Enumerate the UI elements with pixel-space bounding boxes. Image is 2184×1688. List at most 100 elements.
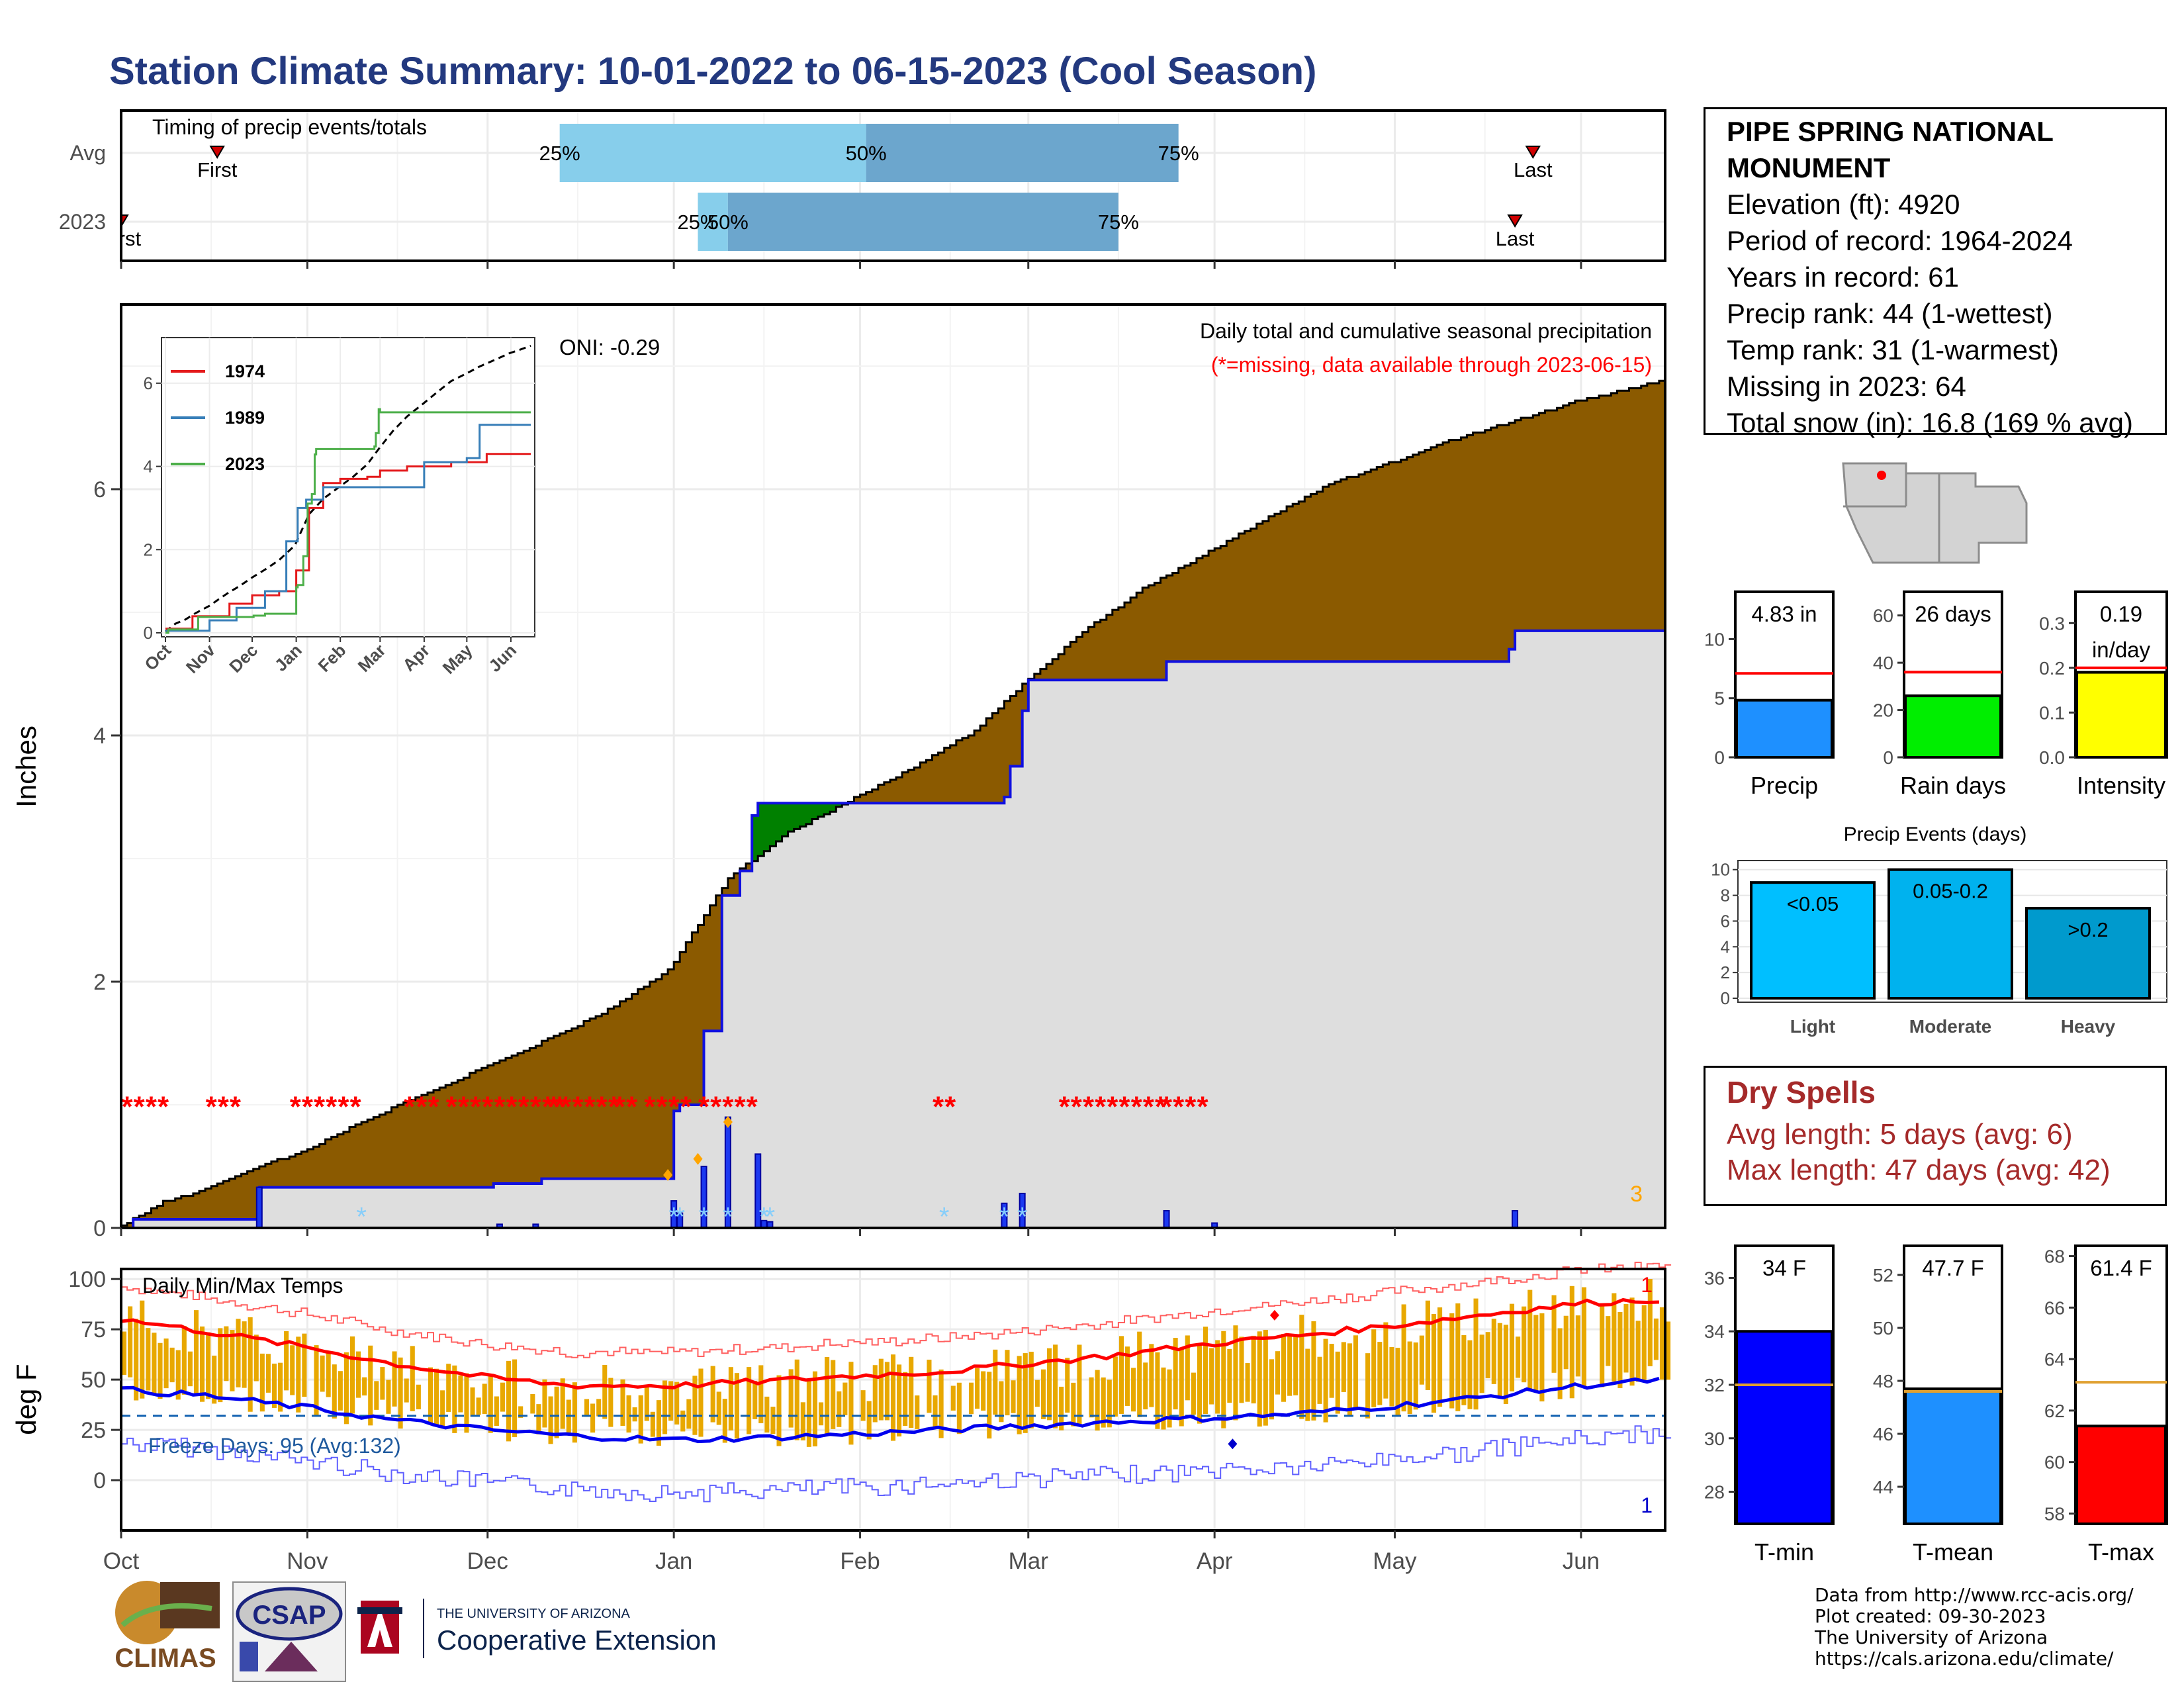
precip-events-bar-label: 0.05-0.2: [1913, 880, 1988, 903]
missing-marker: *: [506, 1091, 518, 1123]
daily-temp-bar: [590, 1403, 596, 1433]
missing-marker: *: [314, 1091, 326, 1123]
daily-temp-bar: [434, 1368, 439, 1427]
climas-swoosh-shape: [120, 1603, 212, 1628]
missing-marker: *: [608, 1091, 620, 1123]
daily-temp-bar: [158, 1342, 163, 1399]
daily-temp-bar: [1431, 1314, 1437, 1413]
daily-temp-bar: [764, 1396, 770, 1433]
daily-temp-bar: [284, 1331, 289, 1391]
daily-temp-bar: [1473, 1298, 1479, 1410]
daily-temp-bar: [1269, 1359, 1274, 1420]
temp-tmax-ytick-label: 64: [2044, 1349, 2065, 1370]
csap-text: CSAP: [252, 1601, 326, 1630]
daily-temp-bar: [1425, 1300, 1430, 1391]
sum-precip-value-label: 4.83 in: [1751, 602, 1817, 626]
daily-temp-bar: [674, 1382, 680, 1425]
temp-tmean-value-label: 47.7 F: [1922, 1256, 1984, 1280]
daily-temp-bar: [1185, 1335, 1190, 1401]
station-precip-rank: Precip rank: 44 (1-wettest): [1727, 298, 2053, 329]
daily-temp-bar: [271, 1363, 277, 1408]
daily-temp-bar: [722, 1399, 727, 1443]
csap-logo: CSAP: [232, 1581, 346, 1682]
daily-temp-bar: [1317, 1356, 1322, 1404]
daily-temp-bar: [560, 1378, 565, 1429]
missing-marker: *: [404, 1091, 416, 1123]
daily-temp-bar: [770, 1407, 776, 1434]
daily-temp-bar: [1539, 1313, 1545, 1402]
daily-temp-bar: [968, 1382, 974, 1415]
month-tick-label: Jan: [655, 1548, 692, 1574]
ua-a-inner: [367, 1607, 392, 1647]
daily-temp-bar: [1635, 1321, 1641, 1382]
daily-temp-bar: [1503, 1325, 1508, 1405]
daily-temp-bar: [1215, 1340, 1220, 1414]
daily-temp-bar: [993, 1349, 998, 1415]
daily-temp-bar: [909, 1356, 914, 1429]
timing-bar-q25-q50: [559, 124, 866, 182]
timing-last-label: Last: [1496, 227, 1535, 250]
daily-temp-bar: [884, 1362, 889, 1421]
daily-temp-bar: [938, 1369, 944, 1438]
daily-temp-bar: [122, 1331, 127, 1375]
daily-temp-bar: [278, 1362, 283, 1412]
precip-events-ytick-label: 6: [1721, 911, 1730, 931]
freeze-days-label: Freeze Days: 95 (Avg:132): [148, 1434, 401, 1458]
daily-temp-bar: [134, 1319, 139, 1401]
daily-temp-bar: [1191, 1372, 1196, 1415]
daily-temp-bar: [1113, 1356, 1118, 1417]
daily-temp-bar: [1563, 1315, 1569, 1370]
timing-last-marker: [1507, 214, 1523, 228]
daily-temp-bar: [812, 1371, 818, 1446]
daily-temp-bar: [1485, 1332, 1490, 1379]
daily-temp-bar: [1023, 1353, 1028, 1433]
daily-temp-bar: [1401, 1304, 1406, 1412]
daily-temp-bar: [788, 1369, 794, 1428]
daily-temp-bar: [1606, 1316, 1611, 1366]
credit-university: The University of Arizona: [1815, 1626, 2048, 1648]
timing-bar-q25-q50: [698, 193, 728, 251]
daily-temp-bar: [872, 1365, 878, 1423]
daily-temp-bar: [506, 1360, 512, 1442]
precip-events-bar-label: >0.2: [2068, 918, 2108, 941]
daily-temp-bar: [494, 1396, 499, 1426]
missing-marker: *: [698, 1091, 710, 1123]
temp-ytick-label: 50: [81, 1368, 106, 1393]
missing-marker: *: [680, 1091, 692, 1123]
precip-missing-note: (*=missing, data available through 2023-…: [1211, 353, 1652, 377]
inset-ytick-label: 4: [144, 457, 153, 477]
dry-spells-title: Dry Spells: [1727, 1075, 1876, 1109]
daily-temp-bar: [1101, 1377, 1106, 1428]
daily-temp-bar: [1581, 1287, 1586, 1387]
sum-intensity-ytick-label: 0.1: [2039, 702, 2065, 723]
daily-temp-bar: [512, 1359, 518, 1438]
inset-line-1989: [165, 424, 531, 632]
daily-temp-bar: [314, 1345, 319, 1417]
daily-temp-bar: [146, 1328, 151, 1391]
daily-temp-bar: [680, 1410, 686, 1432]
temp-ytick-label: 100: [68, 1267, 106, 1292]
daily-temp-bar: [602, 1364, 608, 1419]
daily-temp-bar: [362, 1377, 367, 1396]
temp-tmax-ytick-label: 60: [2044, 1452, 2065, 1473]
daily-temp-bar: [975, 1368, 980, 1409]
snowflake-marker: *: [674, 1202, 685, 1231]
daily-temp-bar: [999, 1381, 1004, 1423]
inset-ytick-label: 0: [144, 623, 153, 643]
timing-row-label: 2023: [59, 210, 106, 234]
missing-marker: *: [1197, 1091, 1208, 1123]
daily-temp-bar: [632, 1407, 637, 1422]
precip-ylabel: Inches: [11, 726, 42, 808]
daily-temp-bar: [1275, 1351, 1281, 1395]
precip-subtitle: Daily total and cumulative seasonal prec…: [1200, 319, 1652, 343]
oni-label: ONI: -0.29: [559, 335, 660, 359]
daily-temp-bar: [1131, 1368, 1136, 1412]
inset-line-2023: [165, 408, 531, 634]
daily-temp-bar: [1479, 1335, 1484, 1393]
csap-cloud-shape: [236, 1587, 343, 1641]
daily-temp-bar: [819, 1402, 824, 1426]
temp-ytick-label: 25: [81, 1418, 106, 1443]
climas-text: CLIMAS: [114, 1644, 216, 1673]
daily-temp-bar: [1449, 1313, 1455, 1409]
